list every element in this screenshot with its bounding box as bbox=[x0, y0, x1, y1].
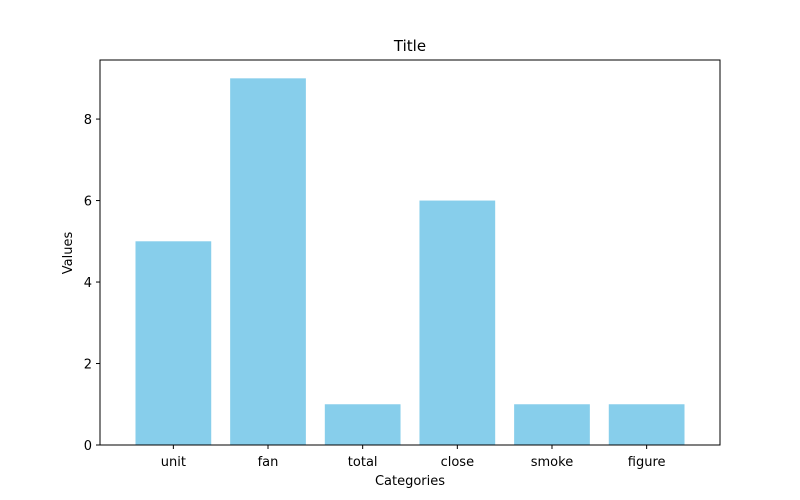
y-tick-label: 4 bbox=[84, 276, 92, 291]
y-tick-label: 6 bbox=[84, 195, 92, 210]
x-tick-label: figure bbox=[628, 455, 666, 470]
x-tick-label: close bbox=[441, 455, 474, 470]
x-axis-ticks: unit fan total close smoke figure bbox=[161, 445, 666, 470]
x-tick-label: smoke bbox=[531, 455, 573, 470]
x-tick-label: total bbox=[348, 455, 378, 470]
bar-figure bbox=[608, 404, 685, 445]
x-axis-label: Categories bbox=[375, 474, 445, 489]
bar-unit bbox=[135, 241, 212, 445]
y-axis-label: Values bbox=[61, 232, 76, 275]
y-tick-label: 0 bbox=[84, 439, 92, 454]
y-tick-label: 2 bbox=[84, 358, 92, 373]
bar-smoke bbox=[514, 404, 590, 445]
x-tick-label: unit bbox=[161, 455, 186, 470]
bars-group bbox=[135, 78, 685, 445]
y-tick-label: 8 bbox=[84, 113, 92, 128]
bar-close bbox=[419, 200, 496, 445]
x-tick-label: fan bbox=[258, 455, 279, 470]
bar-total bbox=[324, 404, 401, 445]
chart-title: Title bbox=[393, 37, 426, 55]
y-axis-ticks: 0 2 4 6 8 bbox=[84, 113, 100, 454]
bar-fan bbox=[230, 78, 306, 445]
plot-frame bbox=[99, 59, 721, 446]
